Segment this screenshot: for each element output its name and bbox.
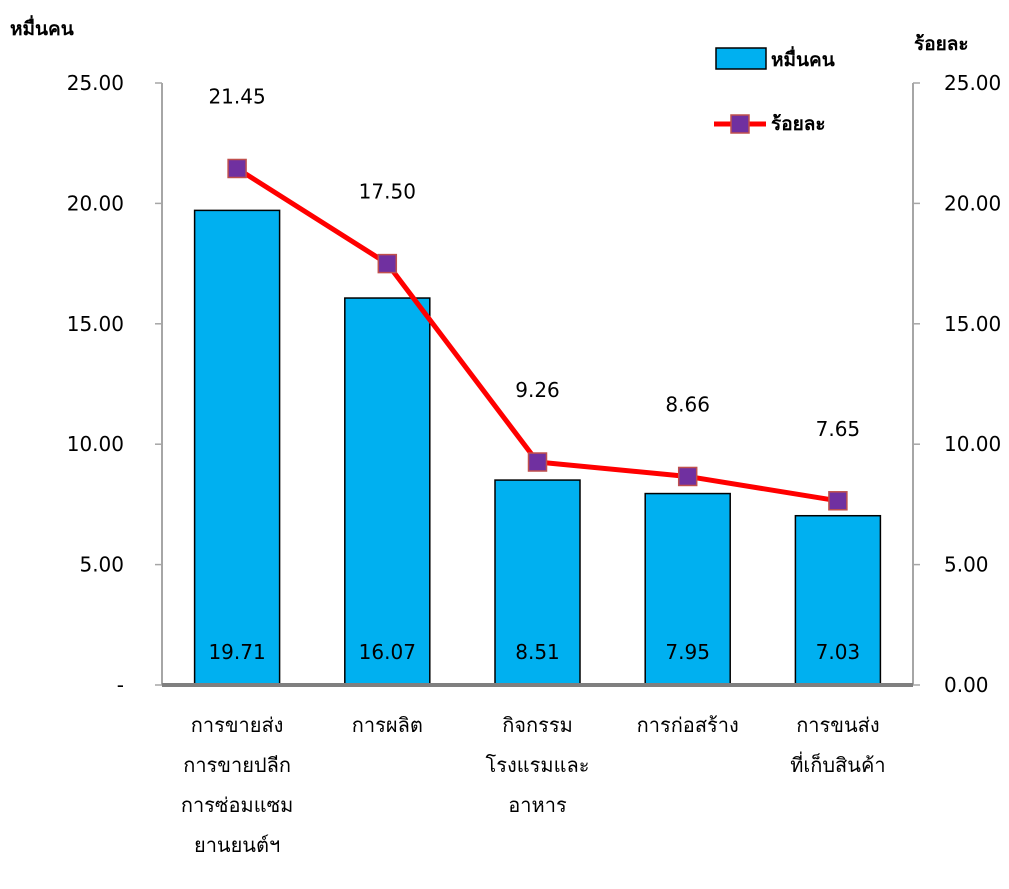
line-value-label: 9.26 [515,378,560,402]
right-tick-label: 0.00 [944,673,989,697]
line-value-labels: 21.45 17.50 9.26 8.66 7.65 [208,84,860,440]
left-y-axis: - 5.00 10.00 15.00 20.00 25.00 [67,71,163,697]
category-label-line: โรงแรมและ [486,753,590,777]
bar-value-label: 19.71 [208,640,265,664]
bar-value-labels: 19.71 16.07 8.51 7.95 7.03 [208,640,860,664]
category-label: การขายส่งการขายปลีกการซ่อมแซมยานยนต์ฯ [181,713,294,857]
left-tick-label: 25.00 [67,71,124,95]
line-marker [527,452,548,472]
category-label: การก่อสร้าง [637,713,739,737]
left-tick-label: 20.00 [67,191,124,215]
line-value-label: 21.45 [208,84,265,108]
bar [494,479,581,686]
left-axis-unit-label: หมื่นคน [10,15,74,40]
right-tick-label: 15.00 [944,312,1001,336]
right-tick-label: 5.00 [944,553,989,577]
line-path [235,166,839,504]
bar [794,514,882,686]
bar [193,209,281,686]
legend-bar-swatch [715,47,767,70]
line-value-label: 7.65 [816,417,861,441]
line-value-label: 17.50 [359,180,416,204]
left-tick-label: 10.00 [67,432,124,456]
line-marker [677,466,698,487]
category-label-line: ที่เก็บสินค้า [790,751,885,777]
legend: หมื่นคน ร้อยละ [714,46,835,135]
bar [344,297,431,686]
category-label-line: การก่อสร้าง [637,713,739,737]
bar-value-label: 7.95 [665,640,710,664]
category-label: การผลิต [352,713,423,737]
category-label: กิจกรรมโรงแรมและอาหาร [486,713,590,817]
line-series [227,158,848,511]
line-marker [828,491,848,511]
category-labels: การขายส่งการขายปลีกการซ่อมแซมยานยนต์ฯการ… [181,713,886,857]
line-marker [377,253,398,274]
right-tick-label: 10.00 [944,432,1001,456]
bar-value-label: 8.51 [515,640,560,664]
category-label-line: การผลิต [352,713,423,737]
left-tick-label: - [117,673,124,697]
right-tick-label: 25.00 [944,71,1001,95]
category-label-line: กิจกรรม [502,713,573,737]
line-value-label: 8.66 [665,392,710,416]
right-tick-label: 20.00 [944,191,1001,215]
category-label: การขนส่งที่เก็บสินค้า [790,713,885,777]
category-label-line: การขายส่ง [191,713,284,737]
category-label-line: ยานยนต์ฯ [194,833,280,857]
category-label-line: การขนส่ง [796,713,879,737]
left-tick-label: 5.00 [79,553,124,577]
legend-line-marker [730,114,750,134]
bar-series [193,209,882,686]
bar-value-label: 7.03 [816,640,861,664]
category-label-line: อาหาร [508,793,567,817]
legend-line-label: ร้อยละ [771,113,826,135]
line-marker [227,158,247,179]
category-label-line: การซ่อมแซม [181,793,294,817]
bar [644,492,731,686]
right-y-axis: 0.00 5.00 10.00 15.00 20.00 25.00 [912,71,1001,697]
bar-value-label: 16.07 [359,640,416,664]
category-label-line: การขายปลีก [183,753,291,777]
left-tick-label: 15.00 [67,312,124,336]
right-axis-unit-label: ร้อยละ [914,33,969,55]
legend-bar-label: หมื่นคน [771,46,835,71]
